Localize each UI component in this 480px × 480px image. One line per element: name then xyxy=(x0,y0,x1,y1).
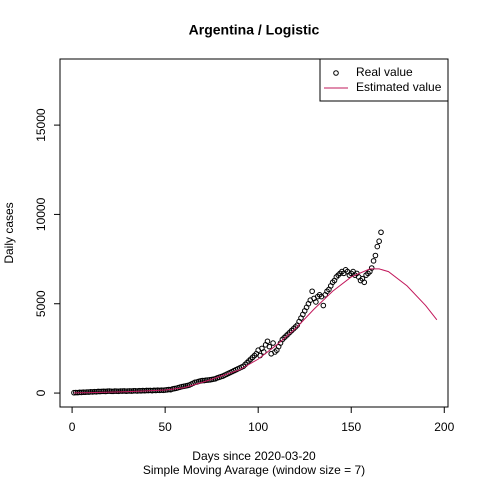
chart-title: Argentina / Logistic xyxy=(189,22,320,38)
data-point xyxy=(378,229,384,236)
data-point xyxy=(99,388,105,395)
legend-label: Estimated value xyxy=(356,80,442,94)
data-point xyxy=(361,279,368,286)
data-point xyxy=(91,388,98,395)
data-point xyxy=(113,388,120,394)
data-point xyxy=(119,388,126,394)
x-tick-label: 100 xyxy=(248,420,268,434)
data-point xyxy=(97,388,103,395)
y-axis-label: Daily cases xyxy=(2,202,16,263)
y-tick-label: 10000 xyxy=(34,197,48,231)
legend-label: Real value xyxy=(356,65,413,79)
y-tick-label: 15000 xyxy=(34,108,48,142)
data-point xyxy=(108,388,114,395)
data-point xyxy=(95,388,101,395)
data-point xyxy=(126,388,133,394)
data-point xyxy=(270,340,276,346)
data-point xyxy=(87,389,94,395)
x-tick-label: 150 xyxy=(341,420,361,434)
data-point xyxy=(106,388,113,394)
data-point xyxy=(313,299,319,305)
estimated-line xyxy=(73,268,438,394)
x-tick-label: 0 xyxy=(69,420,76,434)
x-axis-label: Days since 2020-03-20 xyxy=(192,449,316,463)
data-point xyxy=(370,258,377,264)
y-tick-label: 0 xyxy=(34,389,48,396)
data-point xyxy=(374,243,381,250)
data-point xyxy=(309,288,315,295)
data-point xyxy=(376,238,382,245)
data-point xyxy=(84,389,90,395)
data-point xyxy=(130,388,137,394)
data-point xyxy=(372,252,379,259)
data-point xyxy=(320,302,327,309)
data-point xyxy=(266,343,273,350)
data-point xyxy=(368,265,375,271)
data-point xyxy=(100,388,107,395)
subtitle: Simple Moving Avarage (window size = 7) xyxy=(143,463,365,477)
data-point xyxy=(104,388,111,394)
data-point xyxy=(264,338,271,345)
data-point xyxy=(112,388,118,394)
data-point xyxy=(80,389,87,395)
legend-symbol xyxy=(333,70,339,76)
x-tick-label: 200 xyxy=(434,420,454,434)
data-point xyxy=(117,388,124,394)
data-point xyxy=(125,388,131,394)
legend-box xyxy=(319,58,449,102)
y-tick-label: 5000 xyxy=(34,290,48,317)
x-tick-label: 50 xyxy=(158,420,172,434)
